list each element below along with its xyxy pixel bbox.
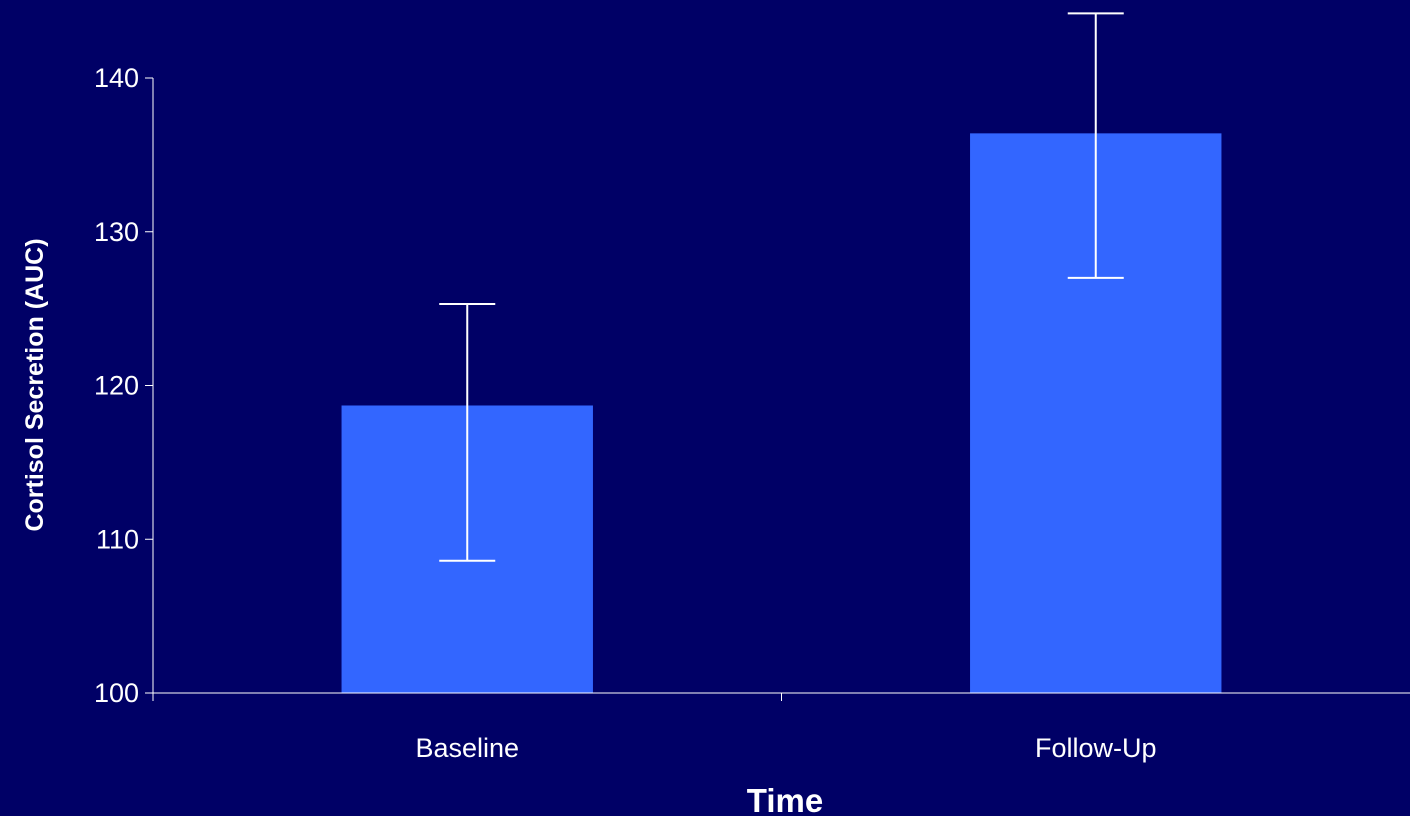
bars-group	[341, 133, 1222, 694]
y-tick-label: 100	[94, 678, 139, 708]
y-tick-label: 120	[94, 371, 139, 401]
y-ticks-group: 100 110 120 130 140	[94, 63, 153, 708]
x-ticks-group: Baseline Follow-Up	[152, 693, 1157, 763]
x-tick-label: Follow-Up	[1035, 733, 1157, 763]
y-axis-title: Cortisol Secretion (AUC)	[21, 238, 49, 531]
y-tick-label: 140	[94, 63, 139, 93]
y-tick-label: 130	[94, 217, 139, 247]
error-bars-group	[439, 12, 1124, 562]
x-tick-label: Baseline	[415, 733, 519, 763]
y-tick-label: 110	[96, 524, 139, 554]
x-axis-title: Time	[747, 782, 823, 816]
